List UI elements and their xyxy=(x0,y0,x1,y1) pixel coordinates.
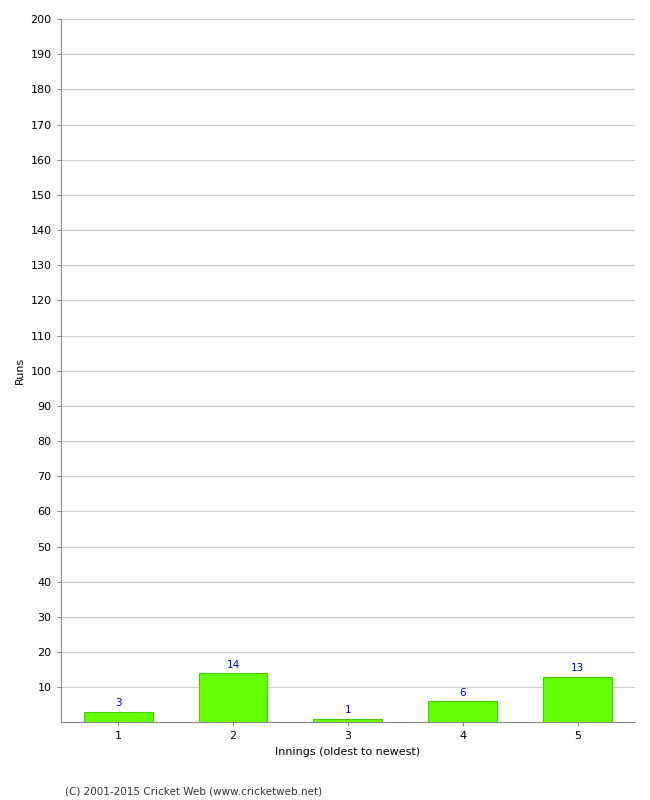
Text: 1: 1 xyxy=(344,706,351,715)
Text: 14: 14 xyxy=(226,660,240,670)
Text: (C) 2001-2015 Cricket Web (www.cricketweb.net): (C) 2001-2015 Cricket Web (www.cricketwe… xyxy=(65,786,322,796)
Text: 3: 3 xyxy=(115,698,122,708)
Bar xyxy=(428,702,497,722)
Bar xyxy=(543,677,612,722)
Y-axis label: Runs: Runs xyxy=(15,357,25,384)
Bar xyxy=(198,673,267,722)
Bar xyxy=(313,719,382,722)
Text: 6: 6 xyxy=(460,688,466,698)
Bar xyxy=(84,712,153,722)
X-axis label: Innings (oldest to newest): Innings (oldest to newest) xyxy=(276,747,421,757)
Text: 13: 13 xyxy=(571,663,584,673)
